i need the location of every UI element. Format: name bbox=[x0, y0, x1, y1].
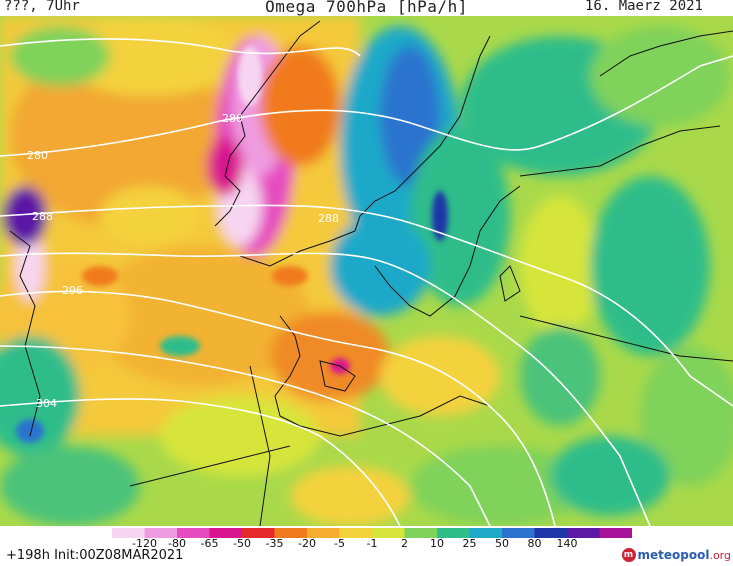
colorbar-swatch bbox=[437, 528, 471, 538]
omega-detail bbox=[16, 46, 448, 443]
colorbar-tick-label: 80 bbox=[527, 537, 542, 550]
colorbar-swatch bbox=[567, 528, 601, 538]
colorbar bbox=[112, 528, 632, 538]
colorbar-tick-label: 50 bbox=[495, 537, 509, 550]
weather-map: 280 280 288 288 296 304 bbox=[0, 16, 733, 526]
colorbar-labels: -120 -80 -65 -50 -35 -20 -5 -1 2 10 25 50 80 140 bbox=[0, 537, 733, 551]
colorbar-swatch bbox=[274, 528, 308, 538]
isobar-label: 280 bbox=[27, 149, 48, 162]
colorbar-swatch bbox=[177, 528, 211, 538]
colorbar-tick-label: 2 bbox=[401, 537, 408, 550]
colorbar-tick-label: -65 bbox=[200, 537, 219, 550]
isobar-label: 296 bbox=[62, 284, 83, 297]
colorbar-swatch bbox=[372, 528, 406, 538]
isobars bbox=[0, 38, 733, 526]
colorbar-tick-label: 140 bbox=[556, 537, 578, 550]
forecast-time-label: ???, 7Uhr bbox=[4, 0, 80, 14]
colorbar-tick-label: -20 bbox=[298, 537, 316, 550]
colorbar-tick-label: -35 bbox=[265, 537, 284, 550]
header-bar: ???, 7Uhr Omega 700hPa [hPa/h] 16. Maerz… bbox=[0, 0, 733, 18]
colorbar-swatch bbox=[209, 528, 243, 538]
colorbar-swatch bbox=[242, 528, 276, 538]
colorbar-swatch bbox=[339, 528, 373, 538]
isobar-label: 304 bbox=[36, 397, 57, 410]
colorbar-tick-label: -50 bbox=[233, 537, 251, 550]
colorbar-swatch bbox=[112, 528, 146, 538]
isobar-label: 288 bbox=[318, 212, 339, 225]
map-title: Omega 700hPa [hPa/h] bbox=[265, 0, 468, 16]
isobar-label: 288 bbox=[32, 210, 53, 223]
colorbar-swatch bbox=[307, 528, 341, 538]
colorbar-tick-label: -120 bbox=[132, 537, 157, 550]
forecast-date: 16. Maerz 2021 bbox=[584, 0, 703, 14]
colorbar-swatch bbox=[534, 528, 568, 538]
colorbar-swatch bbox=[502, 528, 536, 538]
colorbar-tick-label: -80 bbox=[168, 537, 186, 550]
colorbar-swatch bbox=[469, 528, 503, 538]
colorbar-tick-label: -1 bbox=[366, 537, 378, 550]
init-time: +198h Init:00Z08MAR2021 bbox=[6, 548, 184, 563]
meteopool-logo[interactable]: m meteopool.org bbox=[621, 546, 732, 564]
colorbar-tick-label: -5 bbox=[334, 537, 345, 550]
colorbar-swatch bbox=[599, 528, 632, 538]
logo-text: meteopool.org bbox=[637, 548, 732, 562]
colorbar-tick-label: 25 bbox=[462, 537, 477, 550]
colorbar-tick-label: 10 bbox=[430, 537, 444, 550]
logo-icon: m bbox=[621, 548, 636, 562]
colorbar-swatch bbox=[404, 528, 438, 538]
colorbar-swatch bbox=[144, 528, 178, 538]
isobar-label: 280 bbox=[222, 112, 243, 125]
isobar-labels: 280 280 288 288 296 304 bbox=[27, 112, 339, 410]
